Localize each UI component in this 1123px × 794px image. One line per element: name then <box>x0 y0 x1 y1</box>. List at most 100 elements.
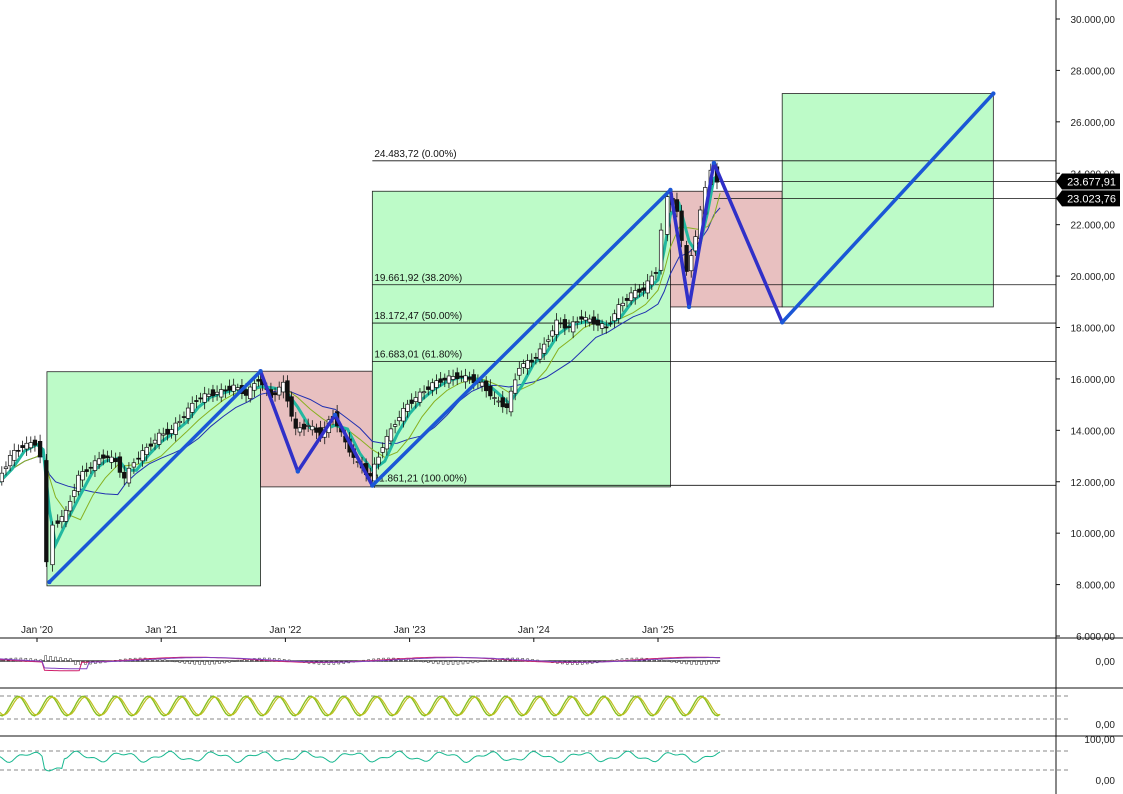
candle-body-17 <box>76 474 81 492</box>
candle-body-52 <box>223 389 228 392</box>
candle-49 <box>210 384 216 403</box>
candle-body-119 <box>500 397 505 408</box>
macd-hist-bar-44 <box>223 660 226 664</box>
candle-68 <box>289 391 294 422</box>
candle-0 <box>0 466 4 486</box>
candle-33 <box>144 443 149 462</box>
candle-23 <box>101 449 106 466</box>
candle-96 <box>405 399 410 418</box>
candle-body-5 <box>20 445 25 448</box>
candle-body-127 <box>533 357 539 359</box>
candle-body-31 <box>136 457 141 460</box>
candle-107 <box>450 369 456 386</box>
candle-106 <box>446 369 452 389</box>
candle-body-59 <box>252 383 257 391</box>
candle-20 <box>88 462 93 474</box>
candle-126 <box>529 353 534 368</box>
candle-69 <box>293 412 298 436</box>
macd-hist-bar-89 <box>446 660 450 665</box>
ema-mid-line <box>0 193 721 521</box>
candle-body-115 <box>484 380 489 392</box>
macd-hist-bar-93 <box>466 660 470 664</box>
candle-body-132 <box>554 319 559 335</box>
candle-body-40 <box>173 422 178 435</box>
projection-segment-3 <box>333 413 375 488</box>
projection-node-0 <box>47 579 52 585</box>
candle-92 <box>388 423 394 446</box>
candle-72 <box>306 418 311 433</box>
macd-hist-bar-95 <box>476 660 480 663</box>
candle-160 <box>674 192 680 218</box>
candle-128 <box>537 342 543 364</box>
price-tick-label-10: 10.000,00 <box>1071 529 1116 540</box>
candle-body-89 <box>376 456 381 465</box>
candle-body-6 <box>24 442 29 450</box>
candle-body-49 <box>210 389 216 397</box>
macd-hist-bar-142 <box>710 660 713 665</box>
candle-body-68 <box>289 396 294 417</box>
candle-body-71 <box>301 423 307 430</box>
price-badge-0: 23.677,91 <box>1056 173 1120 190</box>
candle-152 <box>637 284 642 298</box>
macd-hist-bar-137 <box>685 660 688 665</box>
candle-95 <box>401 402 406 428</box>
projection-segment-6 <box>687 161 716 309</box>
macd-hist-bar-132 <box>660 659 663 662</box>
candle-body-122 <box>513 379 518 394</box>
candle-67 <box>285 375 290 408</box>
macd-hist-bar-34 <box>173 660 177 663</box>
candle-147 <box>616 298 621 324</box>
candle-body-32 <box>140 450 145 462</box>
candle-body-25 <box>109 456 114 463</box>
time-tick-label-0: Jan '20 <box>21 625 53 636</box>
candle-body-16 <box>72 490 77 497</box>
candle-body-67 <box>285 380 290 402</box>
candle-body-7 <box>28 442 33 449</box>
candle-12 <box>55 514 60 528</box>
macd-hist-bar-12 <box>64 658 67 662</box>
candle-body-39 <box>169 429 174 434</box>
candle-48 <box>206 388 211 402</box>
macd-hist-bar-134 <box>670 660 673 663</box>
candle-body-14 <box>63 510 69 522</box>
fib-label-1: 19.661,92 (38.20%) <box>374 273 462 284</box>
candle-body-162 <box>684 245 689 272</box>
candle-body-156 <box>653 272 659 274</box>
macd-hist-bar-91 <box>456 660 460 665</box>
candle-131 <box>550 325 555 342</box>
macd-hist-bar-10 <box>54 656 57 662</box>
candle-141 <box>591 310 596 331</box>
macd-hist-bar-39 <box>198 660 201 665</box>
macd-hist-bar-98 <box>491 659 495 662</box>
candle-body-88 <box>372 463 377 482</box>
short-box-3 <box>670 190 783 308</box>
macd-hist-bar-9 <box>49 656 52 662</box>
macd-hist-bar-45 <box>228 660 231 663</box>
macd-hist-bar-84 <box>422 660 425 663</box>
macd-hist-bar-138 <box>690 660 693 665</box>
candle-41 <box>177 414 182 427</box>
candle-body-96 <box>405 403 410 412</box>
candle-body-109 <box>459 375 464 378</box>
candle-52 <box>223 385 228 398</box>
indicator-panels: 0,00 0,00 100,00 0,00 <box>0 637 1123 794</box>
stoch-k-line <box>0 695 721 717</box>
candle-116 <box>488 379 493 400</box>
price-tick-label-9: 12.000,00 <box>1071 478 1116 489</box>
candle-body-101 <box>426 386 431 390</box>
fibonacci-levels: 24.483,72 (0.00%) 19.661,92 (38.20%) 18.17… <box>372 149 1056 486</box>
projection-segment-1 <box>258 369 300 474</box>
macd-hist-bar-33 <box>168 660 172 662</box>
candle-body-157 <box>658 229 664 271</box>
candle-28 <box>122 465 127 485</box>
candle-132 <box>554 313 559 342</box>
candle-73 <box>310 420 315 436</box>
candle-125 <box>525 354 530 375</box>
ema-slow-line <box>0 207 721 496</box>
candle-body-65 <box>277 386 282 396</box>
candle-18 <box>80 465 85 487</box>
candle-body-34 <box>148 443 154 447</box>
candle-151 <box>633 283 638 305</box>
candle-121 <box>508 387 514 417</box>
macd-hist-bar-31 <box>158 658 162 662</box>
